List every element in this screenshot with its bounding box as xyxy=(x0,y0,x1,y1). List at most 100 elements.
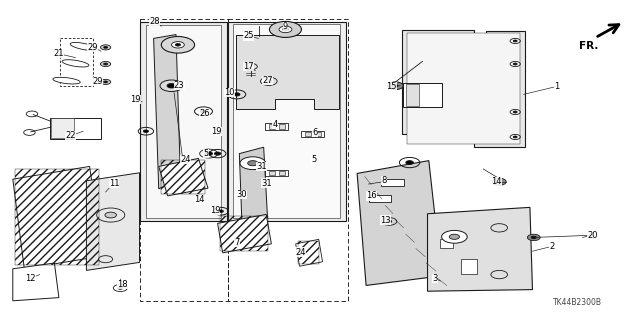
Text: 9: 9 xyxy=(283,22,288,31)
Circle shape xyxy=(118,287,123,289)
Text: 26: 26 xyxy=(200,109,210,118)
Circle shape xyxy=(513,136,517,138)
Text: 19: 19 xyxy=(211,127,221,136)
Polygon shape xyxy=(218,214,271,253)
Polygon shape xyxy=(70,43,96,50)
Circle shape xyxy=(218,210,223,212)
Text: 1: 1 xyxy=(554,82,559,91)
Text: 4: 4 xyxy=(273,120,278,129)
Text: 24: 24 xyxy=(180,155,191,164)
Polygon shape xyxy=(428,207,532,291)
Circle shape xyxy=(513,63,517,65)
Bar xyxy=(315,132,321,136)
Polygon shape xyxy=(159,158,208,196)
Text: 17: 17 xyxy=(243,62,253,71)
Text: 25: 25 xyxy=(243,31,253,40)
Circle shape xyxy=(513,40,517,42)
Text: 13: 13 xyxy=(380,216,390,225)
Circle shape xyxy=(240,157,266,170)
Text: 11: 11 xyxy=(109,179,119,188)
Polygon shape xyxy=(140,22,227,221)
Circle shape xyxy=(527,234,540,241)
Bar xyxy=(60,38,93,86)
Bar xyxy=(305,132,311,136)
Polygon shape xyxy=(13,263,59,301)
Polygon shape xyxy=(402,30,525,147)
Circle shape xyxy=(105,212,116,218)
Polygon shape xyxy=(154,35,180,189)
Circle shape xyxy=(269,21,301,37)
Circle shape xyxy=(175,44,180,46)
Text: 5: 5 xyxy=(204,149,209,158)
Circle shape xyxy=(283,28,288,31)
Text: 8: 8 xyxy=(381,176,387,185)
Text: 20: 20 xyxy=(588,231,598,240)
Text: 3: 3 xyxy=(433,274,438,283)
Polygon shape xyxy=(407,33,520,144)
Bar xyxy=(230,147,294,203)
Circle shape xyxy=(100,61,111,67)
Text: 30: 30 xyxy=(237,190,247,199)
Text: 5: 5 xyxy=(311,156,316,164)
Circle shape xyxy=(104,81,108,83)
Text: 12: 12 xyxy=(26,274,36,283)
Circle shape xyxy=(100,79,111,84)
Circle shape xyxy=(104,46,108,48)
Text: 28: 28 xyxy=(150,17,160,26)
Circle shape xyxy=(160,80,183,92)
Polygon shape xyxy=(86,173,140,270)
Text: 18: 18 xyxy=(118,280,128,289)
Text: 22: 22 xyxy=(65,132,76,140)
Text: 29: 29 xyxy=(92,77,102,86)
Polygon shape xyxy=(357,161,442,285)
Text: 14: 14 xyxy=(492,177,502,186)
Circle shape xyxy=(200,110,207,113)
Polygon shape xyxy=(53,77,80,84)
Bar xyxy=(440,239,453,248)
Circle shape xyxy=(167,84,176,88)
Circle shape xyxy=(205,152,212,156)
Text: 29: 29 xyxy=(88,43,98,52)
Circle shape xyxy=(387,220,392,223)
Bar xyxy=(269,124,275,129)
Text: 2: 2 xyxy=(549,242,554,251)
Circle shape xyxy=(266,80,272,83)
Polygon shape xyxy=(13,166,102,269)
Text: 31: 31 xyxy=(261,179,271,188)
Bar xyxy=(269,171,275,175)
Text: 24: 24 xyxy=(296,248,306,257)
Text: 23: 23 xyxy=(174,81,184,90)
Circle shape xyxy=(143,130,148,132)
Bar xyxy=(403,83,442,107)
Bar xyxy=(406,84,419,106)
Text: 16: 16 xyxy=(366,191,376,200)
Polygon shape xyxy=(239,147,268,223)
Bar xyxy=(15,169,99,265)
Text: 6: 6 xyxy=(312,128,317,137)
Bar xyxy=(228,19,348,301)
Text: 7: 7 xyxy=(234,238,239,247)
Circle shape xyxy=(214,152,221,155)
Polygon shape xyxy=(62,60,89,67)
Polygon shape xyxy=(228,22,346,221)
Text: 27: 27 xyxy=(262,76,273,85)
Polygon shape xyxy=(146,25,221,218)
Bar xyxy=(279,124,285,129)
Polygon shape xyxy=(233,24,340,218)
Text: TK44B2300B: TK44B2300B xyxy=(552,298,602,307)
Bar xyxy=(51,118,74,138)
Bar xyxy=(220,216,268,251)
Circle shape xyxy=(442,230,467,243)
Circle shape xyxy=(449,234,460,239)
Circle shape xyxy=(172,42,184,48)
Bar xyxy=(298,241,319,264)
Circle shape xyxy=(100,45,111,50)
Circle shape xyxy=(406,161,413,164)
Bar xyxy=(265,123,288,130)
Circle shape xyxy=(279,26,292,33)
Text: 10: 10 xyxy=(224,88,234,97)
Circle shape xyxy=(531,236,536,239)
Bar xyxy=(279,171,285,175)
Circle shape xyxy=(234,93,240,96)
Bar xyxy=(140,19,228,301)
